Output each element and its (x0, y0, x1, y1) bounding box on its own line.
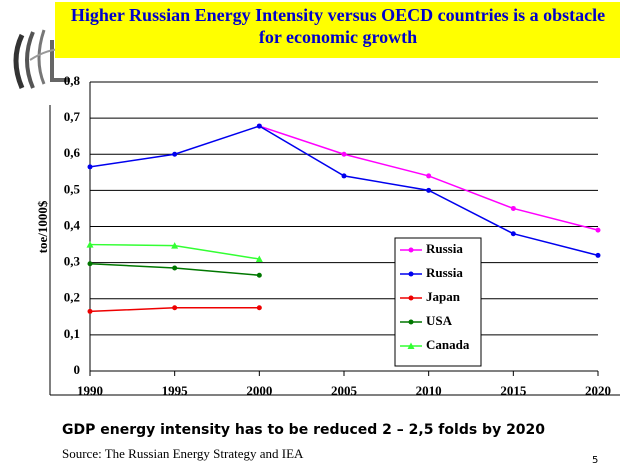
marker (510, 205, 516, 211)
marker (87, 261, 93, 267)
marker (172, 305, 178, 311)
y-tick-label: 0,7 (64, 109, 81, 124)
legend-label: USA (426, 313, 453, 328)
title-box (55, 2, 620, 58)
x-tick-label: 2000 (246, 383, 272, 398)
y-tick-label: 0,3 (64, 254, 81, 269)
legend-label: Canada (426, 337, 470, 352)
marker (408, 271, 414, 277)
marker (341, 151, 347, 157)
marker (408, 295, 414, 301)
y-tick-label: 0 (74, 362, 81, 377)
marker (255, 255, 263, 263)
legend-box (394, 237, 482, 367)
marker (86, 241, 94, 248)
y-tick-label: 0,1 (64, 326, 80, 341)
x-tick-label: 2020 (585, 383, 611, 398)
y-tick-label: 0,2 (64, 290, 80, 305)
page-number: 5 (592, 455, 598, 466)
marker (87, 308, 93, 314)
footer: GDP energy intensity has to be reduced 2… (62, 422, 545, 438)
x-tick-label: 1990 (77, 383, 103, 398)
marker (595, 227, 601, 233)
y-axis-label: toe/1000$ (35, 200, 50, 253)
marker (256, 305, 262, 311)
source: Source: The Russian Energy Strategy and … (62, 446, 304, 461)
marker (407, 342, 415, 349)
title-wrap: Higher Russian Energy Intensity versus O… (70, 5, 606, 47)
marker (256, 272, 262, 278)
marker (408, 319, 414, 325)
y-tick-label: 0,8 (64, 73, 81, 88)
marker (408, 247, 414, 253)
marker (171, 242, 179, 249)
y-tick-label: 0,6 (64, 145, 81, 160)
marker (595, 252, 601, 258)
marker (426, 173, 432, 179)
x-tick-label: 1995 (162, 383, 189, 398)
legend-label: Russia (426, 241, 463, 256)
marker (256, 123, 262, 129)
marker (172, 151, 178, 157)
marker (510, 231, 516, 237)
x-tick-label: 2005 (331, 383, 358, 398)
marker (341, 173, 347, 179)
marker (172, 265, 178, 271)
y-tick-label: 0,4 (64, 217, 81, 232)
marker (87, 164, 93, 170)
legend-label: Japan (426, 289, 461, 304)
y-tick-label: 0,5 (64, 181, 81, 196)
marker (426, 187, 432, 193)
x-tick-label: 2010 (416, 383, 442, 398)
legend-label: Russia (426, 265, 463, 280)
chart-title: Higher Russian Energy Intensity versus O… (70, 5, 606, 47)
x-tick-label: 2015 (500, 383, 527, 398)
